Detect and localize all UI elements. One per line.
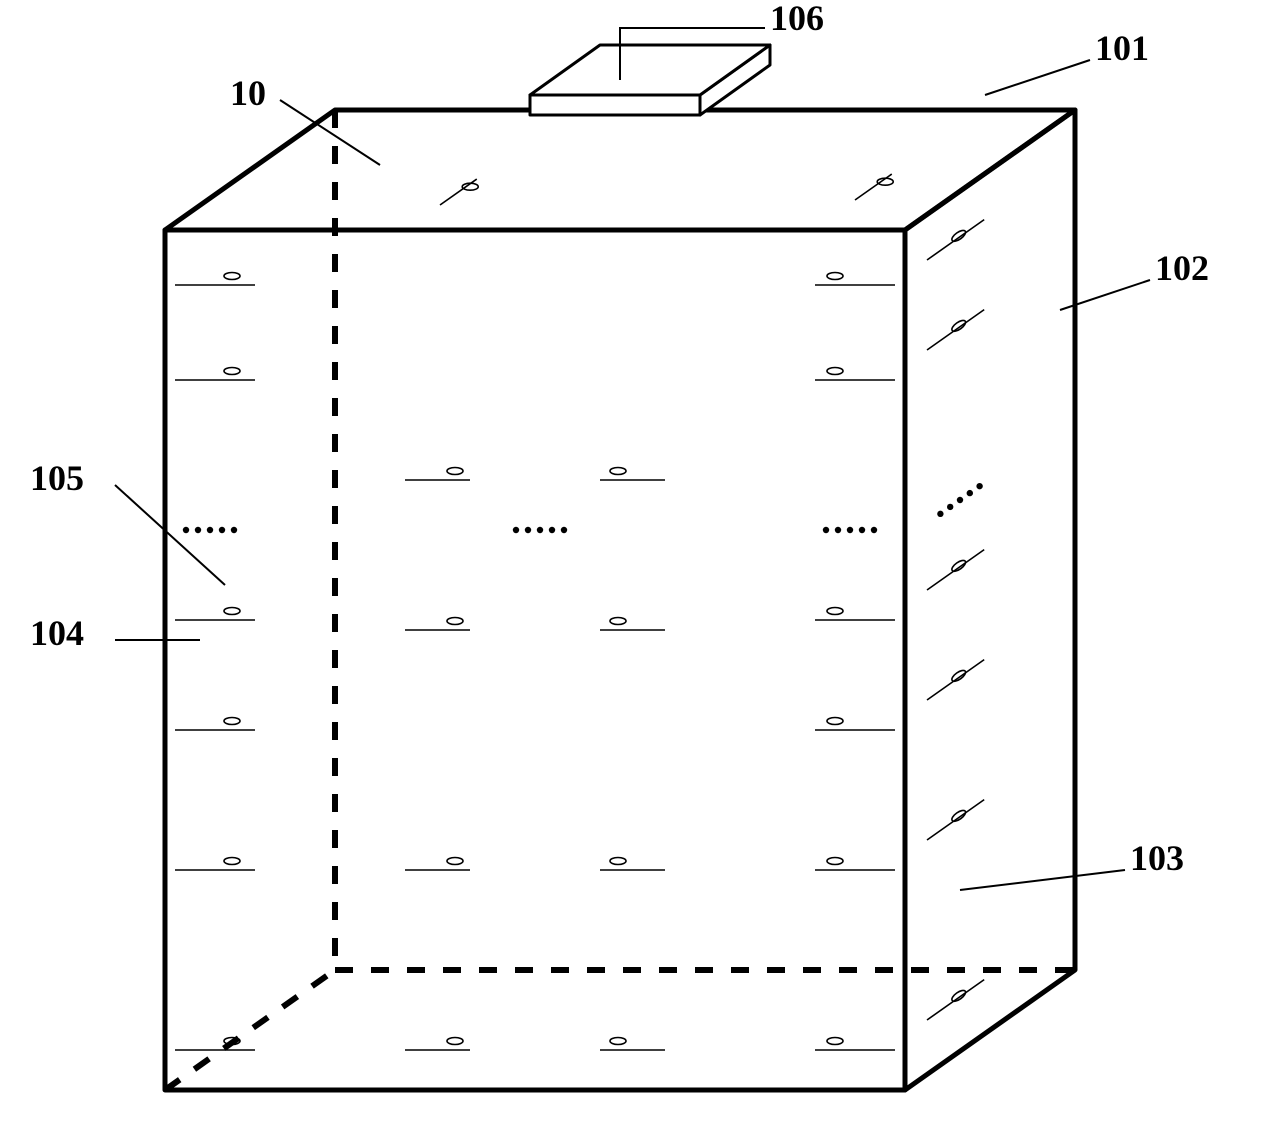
hole-icon bbox=[827, 273, 843, 280]
ellipsis-dot bbox=[937, 511, 943, 517]
shelf-line bbox=[927, 980, 984, 1020]
shelf-line bbox=[927, 220, 984, 260]
hole-icon bbox=[950, 668, 967, 683]
hole-icon bbox=[827, 858, 843, 865]
hole-icon bbox=[610, 618, 626, 625]
ellipsis-dot bbox=[537, 527, 543, 533]
hole-icon bbox=[610, 468, 626, 475]
hole-icon bbox=[610, 1038, 626, 1045]
hole-icon bbox=[224, 718, 240, 725]
ellipsis-dot bbox=[549, 527, 555, 533]
hole-icon bbox=[827, 368, 843, 375]
ellipsis-dot bbox=[957, 497, 963, 503]
ellipsis-dot bbox=[823, 527, 829, 533]
ellipsis-dot bbox=[207, 527, 213, 533]
leader-l103 bbox=[960, 870, 1125, 890]
ellipsis-dot bbox=[967, 490, 973, 496]
shelf-line bbox=[927, 800, 984, 840]
top-plate-front bbox=[530, 95, 700, 115]
label-l103: 103 bbox=[1130, 838, 1184, 878]
hole-icon bbox=[224, 608, 240, 615]
ellipsis-dot bbox=[219, 527, 225, 533]
hole-icon bbox=[447, 1038, 463, 1045]
hole-icon bbox=[950, 808, 967, 823]
leader-l105 bbox=[115, 485, 225, 585]
ellipsis-dot bbox=[231, 527, 237, 533]
hole-icon bbox=[224, 273, 240, 280]
ellipsis-dot bbox=[513, 527, 519, 533]
hole-icon bbox=[610, 858, 626, 865]
hole-icon bbox=[827, 718, 843, 725]
shelf-line bbox=[927, 310, 984, 350]
leader-l101 bbox=[985, 60, 1090, 95]
box-front-face bbox=[165, 230, 905, 1090]
hole-icon bbox=[950, 318, 967, 333]
ellipsis-dot bbox=[835, 527, 841, 533]
box-edge-hidden bbox=[165, 970, 335, 1090]
box-top-face bbox=[165, 110, 1075, 230]
ellipsis-dot bbox=[183, 527, 189, 533]
hole-icon bbox=[447, 468, 463, 475]
ellipsis-dot bbox=[525, 527, 531, 533]
hole-icon bbox=[447, 858, 463, 865]
shelf-line bbox=[927, 550, 984, 590]
label-l10: 10 bbox=[230, 73, 266, 113]
hole-icon bbox=[827, 608, 843, 615]
hole-icon bbox=[950, 988, 967, 1003]
hole-icon bbox=[224, 368, 240, 375]
label-l101: 101 bbox=[1095, 28, 1149, 68]
hole-icon bbox=[950, 228, 967, 243]
hole-icon bbox=[950, 558, 967, 573]
ellipsis-dot bbox=[859, 527, 865, 533]
hole-icon bbox=[827, 1038, 843, 1045]
ellipsis-dot bbox=[976, 483, 982, 489]
label-l106: 106 bbox=[770, 0, 824, 38]
ellipsis-dot bbox=[871, 527, 877, 533]
hole-icon bbox=[447, 618, 463, 625]
ellipsis-dot bbox=[561, 527, 567, 533]
hole-icon bbox=[224, 858, 240, 865]
figure-canvas: 10 101 102 103 104 105 106 bbox=[0, 0, 1273, 1127]
label-l104: 104 bbox=[30, 613, 84, 653]
label-l102: 102 bbox=[1155, 248, 1209, 288]
ellipsis-dot bbox=[947, 504, 953, 510]
label-l105: 105 bbox=[30, 458, 84, 498]
ellipsis-dot bbox=[195, 527, 201, 533]
shelf-line bbox=[927, 660, 984, 700]
ellipsis-dot bbox=[847, 527, 853, 533]
